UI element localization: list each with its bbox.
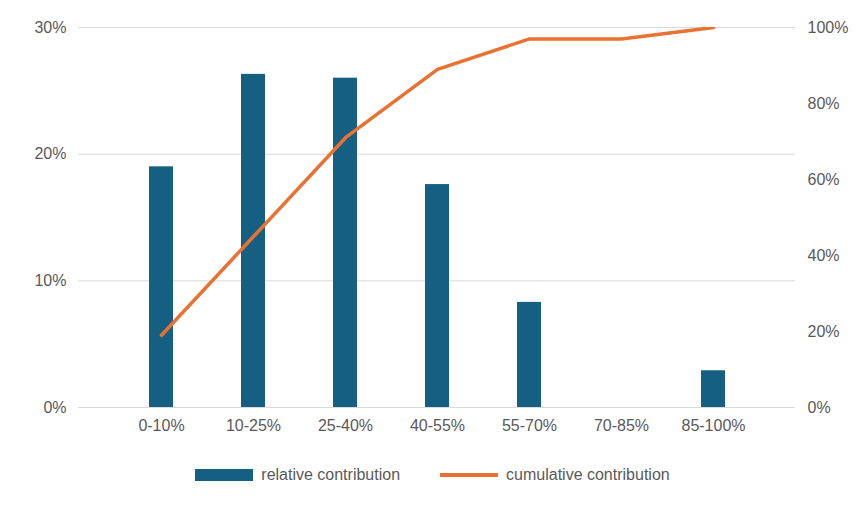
svg-text:20%: 20% [808, 323, 840, 340]
svg-text:0-10%: 0-10% [138, 417, 184, 434]
svg-text:40%: 40% [808, 247, 840, 264]
svg-text:60%: 60% [808, 171, 840, 188]
html-text:cumulative contribution: cumulative contribution [506, 466, 670, 483]
svg-text:40-55%: 40-55% [410, 417, 465, 434]
svg-text:85-100%: 85-100% [681, 417, 745, 434]
svg-text:10-25%: 10-25% [226, 417, 281, 434]
svg-text:55-70%: 55-70% [502, 417, 557, 434]
svg-text:80%: 80% [808, 95, 840, 112]
html-text:relative contribution: relative contribution [261, 466, 400, 483]
svg-text:20%: 20% [34, 145, 66, 162]
svg-text:25-40%: 25-40% [318, 417, 373, 434]
svg-text:30%: 30% [34, 19, 66, 36]
svg-text:70-85%: 70-85% [594, 417, 649, 434]
svg-text:0%: 0% [808, 399, 831, 416]
svg-text:100%: 100% [808, 19, 849, 36]
svg-text:10%: 10% [34, 272, 66, 289]
svg-text:0%: 0% [43, 399, 66, 416]
